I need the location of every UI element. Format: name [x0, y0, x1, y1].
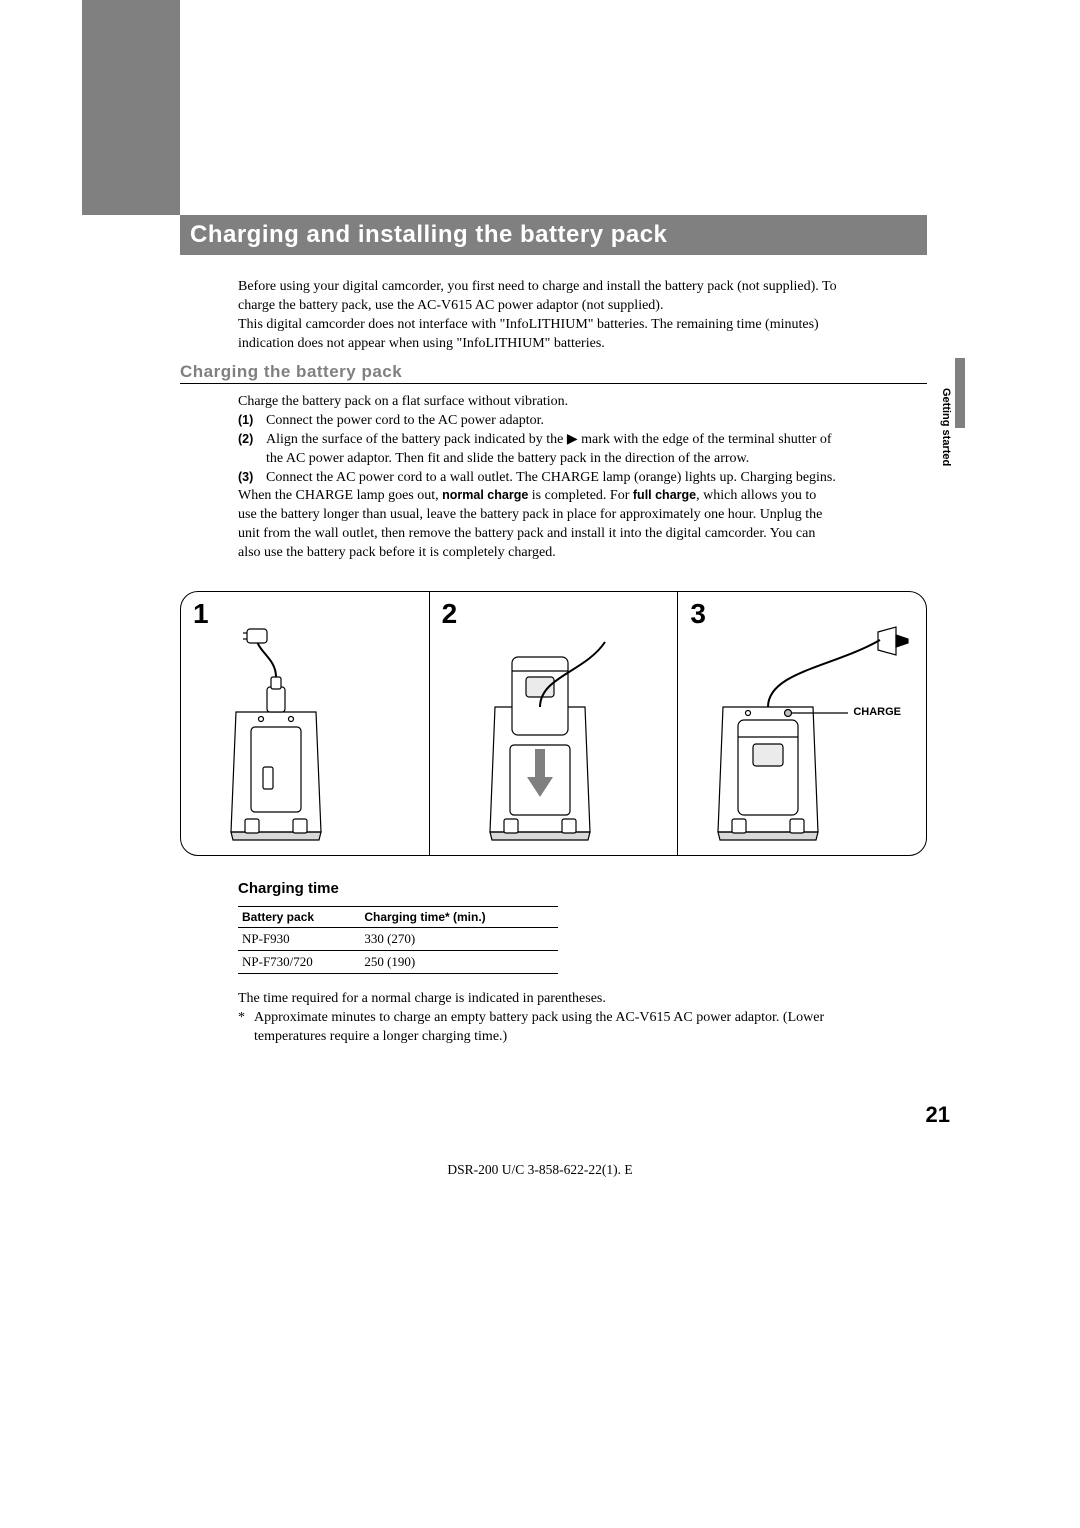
- intro-line-2: This digital camcorder does not interfac…: [238, 316, 838, 354]
- section-tab-label: Getting started: [940, 388, 952, 466]
- step-1: (1) Connect the power cord to the AC pow…: [238, 412, 838, 431]
- trailing-paragraph: When the CHARGE lamp goes out, normal ch…: [238, 487, 838, 563]
- subheading: Charging the battery pack: [180, 362, 402, 381]
- trail-b2: full charge: [633, 488, 696, 502]
- subheading-bar: Charging the battery pack: [180, 362, 927, 384]
- charger-illustration-3: [683, 612, 923, 847]
- col-battery: Battery pack: [238, 907, 360, 928]
- step-num: (2): [238, 431, 266, 469]
- charger-illustration-2: [455, 617, 625, 847]
- cell-time: 330 (270): [360, 928, 558, 951]
- step-text: Connect the power cord to the AC power a…: [266, 412, 838, 431]
- intro-line-1: Before using your digital camcorder, you…: [238, 278, 838, 316]
- figure-panel-1: 1: [181, 592, 429, 855]
- charging-body: Charge the battery pack on a flat surfac…: [238, 393, 838, 563]
- step-2: (2) Align the surface of the battery pac…: [238, 431, 838, 469]
- table-row: NP-F730/720 250 (190): [238, 951, 558, 974]
- page-title-bar: Charging and installing the battery pack: [180, 215, 927, 255]
- footnote-asterisk: *: [238, 1009, 254, 1047]
- figure-box: 1: [180, 591, 927, 856]
- charger-illustration-1: [201, 627, 351, 842]
- page-title: Charging and installing the battery pack: [190, 221, 667, 248]
- cell-battery: NP-F930: [238, 928, 360, 951]
- step-num: (1): [238, 412, 266, 431]
- step-3: (3) Connect the AC power cord to a wall …: [238, 469, 838, 488]
- table-row: NP-F930 330 (270): [238, 928, 558, 951]
- cell-time: 250 (190): [360, 951, 558, 974]
- panel-number: 1: [193, 598, 209, 630]
- table-header-row: Battery pack Charging time* (min.): [238, 907, 558, 928]
- intro-paragraphs: Before using your digital camcorder, you…: [238, 278, 838, 354]
- step-text: Align the surface of the battery pack in…: [266, 431, 838, 469]
- footnote-line-2: Approximate minutes to charge an empty b…: [254, 1009, 838, 1047]
- table-footnote: The time required for a normal charge is…: [238, 990, 838, 1047]
- section-gray-tab: [955, 358, 965, 428]
- figure-panel-2: 2: [429, 592, 678, 855]
- page-number: 21: [926, 1102, 950, 1128]
- charge-lamp-label: CHARGE: [853, 706, 901, 718]
- step-text: Connect the AC power cord to a wall outl…: [266, 469, 838, 488]
- figure-panel-3: 3: [677, 592, 926, 855]
- footer-id: DSR-200 U/C 3-858-622-22(1). E: [0, 1162, 1080, 1178]
- col-time: Charging time* (min.): [360, 907, 558, 928]
- lead-line: Charge the battery pack on a flat surfac…: [238, 393, 838, 412]
- trail-b1: normal charge: [442, 488, 528, 502]
- charging-time-heading: Charging time: [238, 880, 339, 897]
- margin-gray-block: [82, 0, 180, 215]
- step-num: (3): [238, 469, 266, 488]
- charging-time-table: Battery pack Charging time* (min.) NP-F9…: [238, 906, 558, 974]
- cell-battery: NP-F730/720: [238, 951, 360, 974]
- footnote-line-1: The time required for a normal charge is…: [238, 990, 838, 1009]
- trail-mid: is completed. For: [528, 488, 633, 503]
- trail-pre: When the CHARGE lamp goes out,: [238, 488, 442, 503]
